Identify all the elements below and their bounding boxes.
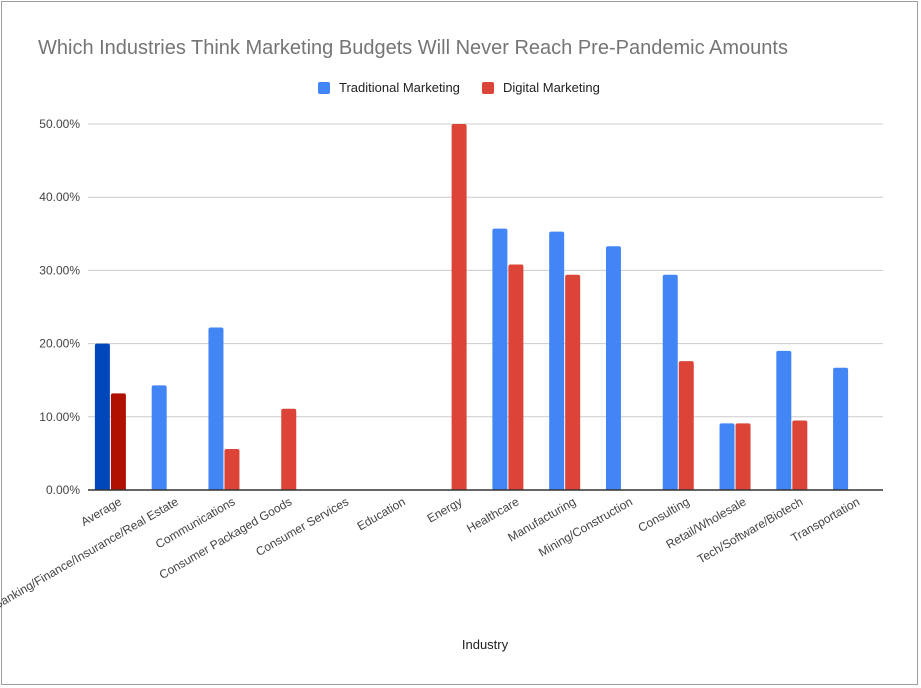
bar xyxy=(151,385,167,490)
bar xyxy=(678,361,694,490)
legend-label: Digital Marketing xyxy=(503,80,600,95)
bar xyxy=(833,367,849,490)
x-tick-label: Mining/Construction xyxy=(536,494,635,559)
bar xyxy=(605,246,621,490)
y-tick-label: 0.00% xyxy=(46,483,80,497)
bar xyxy=(508,264,524,490)
bar xyxy=(776,350,792,490)
bar xyxy=(492,228,508,490)
bar xyxy=(451,124,467,490)
bar xyxy=(549,231,565,490)
y-tick-label: 20.00% xyxy=(39,337,80,351)
bar xyxy=(94,343,110,490)
bar xyxy=(792,420,808,490)
y-tick-label: 50.00% xyxy=(39,117,80,131)
bar xyxy=(110,393,126,490)
x-tick-label: Consumer Services xyxy=(253,494,351,558)
legend: Traditional Marketing Digital Marketing xyxy=(318,80,600,95)
bar xyxy=(224,449,240,490)
legend-swatch xyxy=(482,82,494,94)
bar xyxy=(719,423,735,490)
bar xyxy=(208,327,224,490)
y-tick-label: 10.00% xyxy=(39,410,80,424)
bar xyxy=(662,274,678,490)
bar xyxy=(565,274,581,490)
bar xyxy=(735,423,751,490)
x-tick-label: Tech/Software/Biotech xyxy=(695,494,805,566)
bar xyxy=(281,408,297,490)
legend-swatch xyxy=(318,82,330,94)
bars xyxy=(88,124,883,491)
x-tick-label: Education xyxy=(355,494,408,533)
x-tick-label: Average xyxy=(78,494,124,529)
x-axis-title: Industry xyxy=(462,637,509,652)
x-tick-label: Energy xyxy=(425,494,465,525)
chart-title: Which Industries Think Marketing Budgets… xyxy=(38,37,788,59)
legend-label: Traditional Marketing xyxy=(339,80,460,95)
gridlines: 0.00% 10.00% 20.00% 30.00% 40.00% 50.00% xyxy=(39,117,883,497)
y-tick-label: 30.00% xyxy=(39,263,80,277)
y-tick-label: 40.00% xyxy=(39,190,80,204)
